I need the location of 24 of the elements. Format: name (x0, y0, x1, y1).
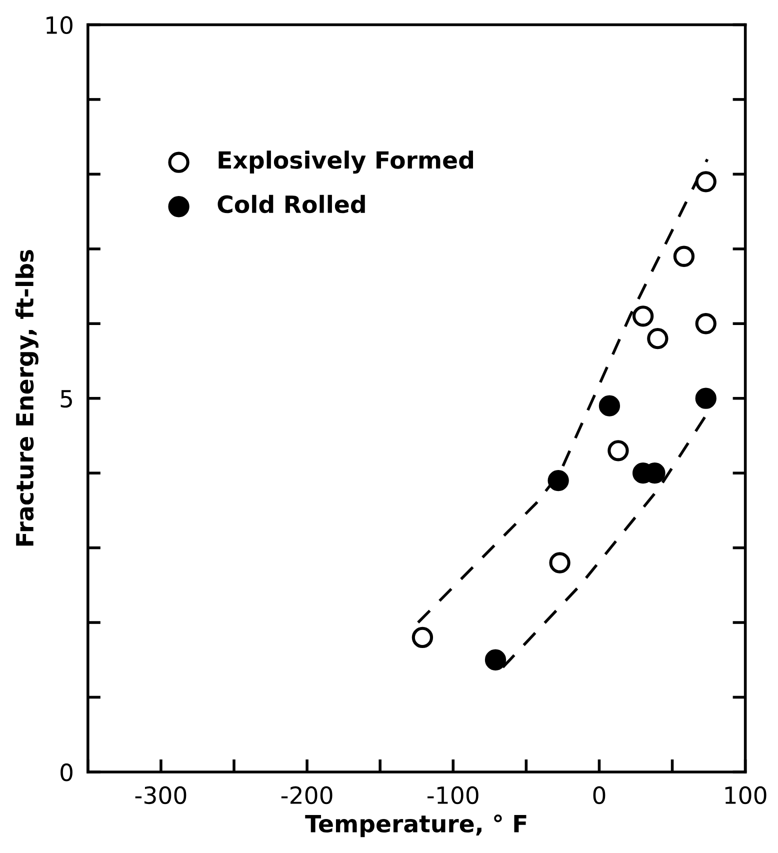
y-axis-title: Fracture Energy, ft-lbs (15, 250, 38, 546)
point (412, 626, 434, 648)
point (598, 395, 620, 416)
x-tick-label: 0 (593, 786, 606, 804)
x-tick-label: -200 (281, 786, 332, 804)
y-tick-label: 10 (46, 16, 72, 34)
legend-label: Cold Rolled (218, 194, 365, 214)
point (608, 440, 629, 462)
legend-label: Explosively Formed (218, 150, 473, 174)
x-tick-label: 100 (725, 786, 766, 804)
x-tick-label: -100 (428, 786, 478, 804)
point (647, 328, 668, 350)
x-axis-title: Temperature, ° F (305, 814, 526, 838)
point (632, 306, 654, 327)
point (548, 470, 569, 492)
point (549, 552, 570, 574)
point (673, 246, 695, 267)
point (695, 313, 716, 334)
point (695, 171, 716, 192)
point (695, 388, 716, 409)
y-tick-label: 5 (60, 390, 72, 408)
y-tick-label: 0 (60, 763, 72, 782)
x-tick-label: -300 (135, 786, 186, 804)
point (484, 649, 506, 670)
